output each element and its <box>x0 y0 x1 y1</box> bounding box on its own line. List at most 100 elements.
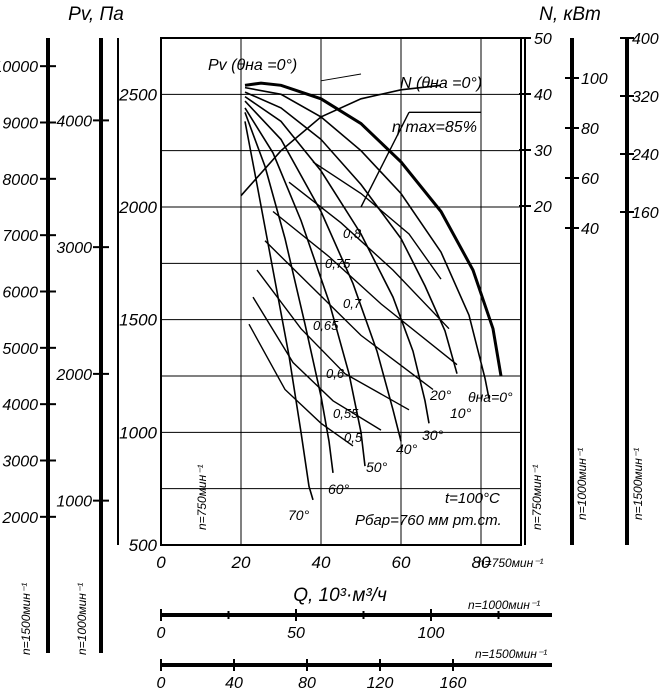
pv-curve-label: Pv (θна =0°) <box>208 57 297 74</box>
efficiency-curve <box>248 323 354 447</box>
efficiency-label: 0,5 <box>344 430 363 445</box>
tick-label-power-1500: 240 <box>631 147 659 164</box>
label-q-1500: n=1500мин⁻¹ <box>475 647 547 661</box>
curve-label-40deg: 40° <box>396 441 418 457</box>
conditions-temp: t=100°C <box>445 490 500 507</box>
label-q-1000: n=1000мин⁻¹ <box>468 598 540 612</box>
tick-label-power-1000: 60 <box>581 171 599 188</box>
efficiency-curve <box>256 269 410 411</box>
curve-20deg <box>244 91 458 374</box>
n-axis-title: N, кВт <box>539 4 601 25</box>
efficiency-label: 0,65 <box>313 318 339 333</box>
tick-label-left-1500: 9000 <box>2 116 38 133</box>
efficiency-curve <box>264 240 434 391</box>
tick-label-power-750: 50 <box>534 31 552 48</box>
tick-label-power-1500: 160 <box>632 205 659 222</box>
power-curve-line <box>240 84 442 197</box>
ticks-power: 20 30 40 50 40 60 80 100 160 240 320 400 <box>519 31 659 238</box>
tick-label-left-1000: 3000 <box>56 240 92 257</box>
tick-label-left-1500: 4000 <box>2 397 38 414</box>
tick-label-power-1000: 100 <box>581 71 608 88</box>
power-curve <box>240 73 481 208</box>
efficiency-label: 0,55 <box>333 406 359 421</box>
tick-label-q-1500: 40 <box>225 675 243 691</box>
tick-label-power-1500: 400 <box>632 31 659 48</box>
x-tick-label: 0 <box>156 553 166 572</box>
ticks-q: 0 50 100 0 40 80 120 160 <box>157 609 500 691</box>
tick-label-left-1000: 4000 <box>56 113 92 130</box>
tick-label-left-1500: 8000 <box>2 172 38 189</box>
y-tick-label: 500 <box>129 536 158 555</box>
tick-label-q-1000: 100 <box>418 625 445 642</box>
curve-10deg <box>244 86 490 399</box>
label-power-1500: n=1500мин⁻¹ <box>631 448 645 520</box>
x-tick-label: 20 <box>231 553 251 572</box>
angle-curves: 10° 20° 30°40° 50° 60° 70° <box>244 81 503 523</box>
n-curve-label: N (θна =0°) <box>400 75 482 92</box>
tick-label-power-750: 30 <box>534 143 552 160</box>
efficiency-curve <box>252 296 382 431</box>
x-tick-label: 40 <box>312 553 331 572</box>
efficiency-curves: 0,80,750,70,650,60,550,5 <box>248 161 458 447</box>
tick-label-power-1000: 40 <box>581 221 599 238</box>
y-tick-label: 2000 <box>118 198 157 217</box>
tick-label-power-1500: 320 <box>632 89 659 106</box>
y-tick-label: 2500 <box>118 85 157 104</box>
plot-frame <box>160 37 522 546</box>
label-power-750: n=750мин⁻¹ <box>530 464 544 530</box>
curve-30deg <box>244 95 430 424</box>
tick-label-left-1500: 6000 <box>2 285 38 302</box>
tick-label-q-1000: 50 <box>287 625 305 642</box>
efficiency-label: 0,75 <box>325 256 351 271</box>
tick-label-left-1500: 2000 <box>1 510 38 527</box>
tick-label-left-1500: 10000 <box>0 59 38 76</box>
curve-0deg <box>244 81 503 377</box>
label-left-1000: n=1000мин⁻¹ <box>75 583 89 655</box>
curve-40deg <box>244 100 402 442</box>
efficiency-curve <box>312 161 442 280</box>
left-scales <box>46 38 119 653</box>
tick-label-q-1500: 120 <box>367 675 394 691</box>
efficiency-curve <box>288 181 450 330</box>
label-inner-750: n=750мин⁻¹ <box>195 464 209 530</box>
tick-label-power-750: 20 <box>533 199 552 216</box>
label-left-1500: n=1500мин⁻¹ <box>19 583 33 655</box>
theta0-label: θна=0° <box>468 389 513 405</box>
efficiency-curve <box>272 210 458 366</box>
x-tick-label: 80 <box>472 553 491 572</box>
y-tick-label: 1500 <box>119 311 157 330</box>
curve-label-30deg: 30° <box>422 427 444 443</box>
pv-label-pointer <box>320 73 362 82</box>
curve-60deg <box>244 112 334 474</box>
efficiency-label: 0,6 <box>326 366 345 381</box>
tick-label-left-1500: 5000 <box>2 341 38 358</box>
x-axis-title: Q, 10³·м³/ч <box>293 585 387 606</box>
conditions-pressure: Рбар=760 мм рт.ст. <box>355 512 502 529</box>
tick-label-power-1000: 80 <box>581 121 599 138</box>
y-tick-label: 1000 <box>119 423 157 442</box>
ticks-left-1000: 1000 2000 3000 4000 <box>55 113 109 511</box>
label-power-1000: n=1000мин⁻¹ <box>575 448 589 520</box>
x-tick-label: 60 <box>392 553 411 572</box>
curve-label-70deg: 70° <box>288 507 310 523</box>
curve-50deg <box>244 107 366 467</box>
eta-max-pointer <box>360 112 410 208</box>
curve-label-10deg: 10° <box>450 405 472 421</box>
tick-label-power-750: 40 <box>534 87 552 104</box>
ticks-left-1500: 2000 3000 4000 5000 6000 7000 8000 9000 10000 <box>0 59 56 527</box>
tick-label-left-1000: 1000 <box>56 494 92 511</box>
curve-label-50deg: 50° <box>366 459 388 475</box>
efficiency-label: 0,7 <box>343 296 362 311</box>
tick-label-q-1500: 0 <box>157 675 166 691</box>
tick-label-q-1000: 0 <box>157 625 166 642</box>
tick-label-left-1500: 7000 <box>2 228 38 245</box>
bottom-scales <box>161 613 552 667</box>
eta-max-label: η max=85% <box>392 119 477 136</box>
curve-label-60deg: 60° <box>328 481 350 497</box>
label-q-750: n=750мин⁻¹ <box>478 556 544 570</box>
curve-label-20deg: 20° <box>429 387 452 403</box>
tick-label-q-1500: 80 <box>298 675 316 691</box>
pv-axis-title: Pv, Па <box>68 4 124 25</box>
